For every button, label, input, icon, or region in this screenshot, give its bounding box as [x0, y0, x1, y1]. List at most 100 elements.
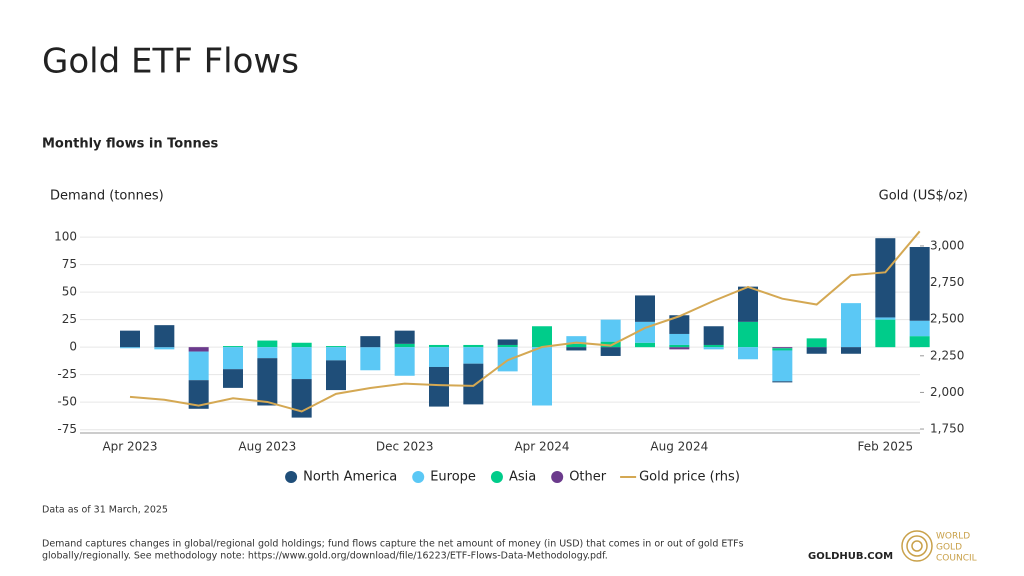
y2-tick-label: 3,000	[930, 238, 964, 252]
bar	[772, 350, 793, 382]
bar	[875, 238, 896, 318]
legend-swatch	[551, 471, 564, 483]
bar	[806, 347, 827, 354]
x-tick-label: Feb 2025	[858, 440, 914, 454]
bar	[703, 347, 724, 350]
bar	[772, 348, 793, 351]
footnote: Demand captures changes in global/region…	[42, 539, 744, 550]
bar	[463, 363, 484, 405]
legend-label: Other	[569, 470, 607, 485]
bar	[463, 344, 484, 348]
bar	[909, 320, 930, 337]
bar	[841, 303, 861, 348]
bar	[429, 344, 449, 348]
legend-label: Gold price (rhs)	[639, 470, 740, 485]
x-tick-label: Dec 2023	[376, 440, 434, 454]
bar	[257, 340, 278, 348]
y-axis-label: Demand (tonnes)	[50, 189, 164, 204]
bar	[772, 347, 793, 349]
logo	[901, 530, 933, 562]
y2-tick-label: 2,250	[930, 348, 964, 362]
y2-tick-label: 2,750	[930, 275, 964, 289]
legend-swatch	[490, 471, 503, 483]
bar	[291, 347, 312, 380]
y2-axis-label: Gold (US$/oz)	[879, 189, 968, 204]
bar	[120, 330, 140, 348]
bar	[154, 347, 175, 350]
bar	[669, 315, 690, 334]
note: Data as of 31 March, 2025	[42, 505, 168, 516]
bar	[120, 347, 140, 349]
bar	[738, 286, 758, 322]
x-tick-label: Apr 2024	[514, 440, 569, 454]
bar	[909, 247, 930, 321]
bar	[635, 295, 655, 322]
bar	[188, 380, 209, 409]
bar	[223, 347, 243, 370]
bar	[532, 326, 552, 348]
bar	[291, 342, 312, 348]
y-tick-label: 100	[54, 230, 77, 244]
bar	[326, 347, 346, 361]
site: GOLDHUB.COM	[808, 551, 893, 562]
line	[129, 230, 921, 413]
bar	[326, 360, 346, 391]
chart-title: Gold ETF Flows	[42, 42, 299, 82]
bar	[669, 347, 690, 350]
bar	[703, 344, 724, 348]
y-tick-label: -75	[57, 422, 77, 436]
bar	[429, 366, 449, 407]
bar	[429, 347, 449, 367]
logo-text: COUNCIL	[936, 554, 977, 564]
y-tick-label: 75	[62, 257, 77, 271]
subtitle: Monthly flows in Tonnes	[42, 137, 219, 152]
bar	[669, 333, 690, 345]
bar	[360, 336, 381, 348]
y-tick-label: 50	[62, 285, 77, 299]
legend-label: North America	[303, 470, 397, 485]
bar	[772, 381, 793, 383]
legend-label: Asia	[509, 470, 536, 485]
bar	[497, 339, 518, 345]
bar	[257, 358, 278, 406]
y2-tick-label: 1,750	[930, 422, 964, 436]
bar	[669, 344, 690, 348]
bar	[188, 347, 209, 352]
footnote: globally/regionally. See methodology not…	[42, 551, 608, 562]
bar	[909, 336, 930, 348]
bar	[188, 351, 209, 381]
bar	[875, 317, 896, 320]
x-tick-label: Aug 2024	[650, 440, 708, 454]
bar	[532, 347, 552, 406]
bar	[223, 369, 243, 388]
bar	[566, 343, 587, 348]
bar	[566, 336, 587, 344]
bar	[738, 347, 758, 360]
logo-text: WORLD	[936, 532, 970, 542]
bar	[703, 326, 724, 345]
bar	[600, 319, 621, 342]
bar	[635, 342, 655, 348]
bar	[566, 347, 587, 351]
y2-tick-label: 2,000	[930, 385, 964, 399]
bar	[326, 346, 346, 348]
x-tick-label: Aug 2023	[238, 440, 296, 454]
bar	[600, 347, 621, 356]
bar	[257, 347, 278, 359]
y2-tick-label: 2,500	[930, 312, 964, 326]
bar	[360, 347, 381, 371]
bar	[394, 343, 415, 348]
legend-label: Europe	[430, 470, 476, 485]
bar	[394, 347, 415, 376]
y-tick-label: -25	[57, 367, 77, 381]
y-tick-label: -50	[57, 395, 77, 409]
bar	[738, 321, 758, 348]
bar	[394, 330, 415, 344]
bar	[806, 338, 827, 348]
bar	[497, 344, 518, 348]
bar	[600, 341, 621, 348]
legend: North America Europe Asia Other Gold price (…	[285, 470, 740, 485]
y-tick-label: 0	[69, 340, 77, 354]
bar	[463, 347, 484, 364]
